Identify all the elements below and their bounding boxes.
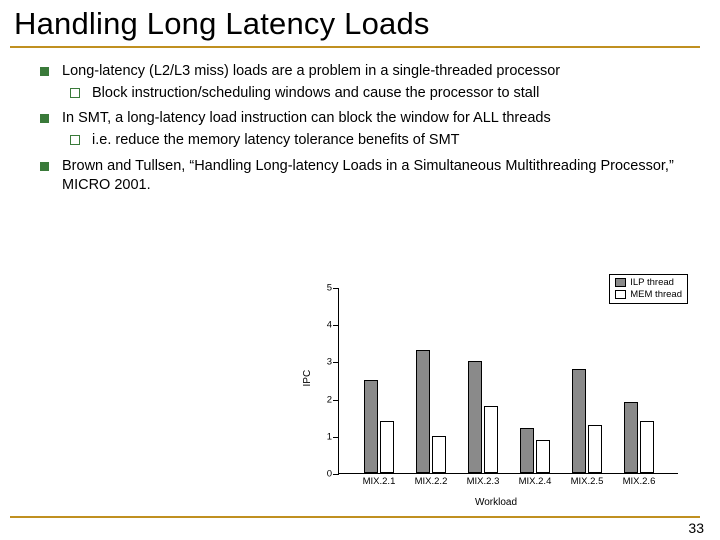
bar-group <box>416 350 446 473</box>
slide-title: Handling Long Latency Loads <box>14 6 706 42</box>
chart-plot: 012345MIX.2.1MIX.2.2MIX.2.3MIX.2.4MIX.2.… <box>338 288 678 474</box>
x-tick-label: MIX.2.6 <box>623 476 656 487</box>
legend-row-ilp: ILP thread <box>615 277 682 289</box>
slide-body: Long-latency (L2/L3 miss) loads are a pr… <box>0 48 720 195</box>
x-axis-title: Workload <box>475 497 517 508</box>
bar-group <box>520 428 550 473</box>
bar-mem <box>536 440 550 473</box>
bullet-3: Brown and Tullsen, “Handling Long-latenc… <box>40 157 694 195</box>
bar-group <box>468 361 498 473</box>
x-tick-label: MIX.2.5 <box>571 476 604 487</box>
citation-title: Handling Long-latency Loads in a Simulta… <box>194 158 665 174</box>
bar-mem <box>484 406 498 473</box>
bar-ilp <box>624 402 638 473</box>
y-tick-label: 3 <box>327 357 332 368</box>
bar-mem <box>640 421 654 473</box>
bullet-2a: i.e. reduce the memory latency tolerance… <box>62 131 694 150</box>
bar-mem <box>432 436 446 473</box>
y-tick <box>333 437 339 438</box>
y-tick-label: 5 <box>327 283 332 294</box>
x-tick-label: MIX.2.1 <box>363 476 396 487</box>
y-tick-label: 2 <box>327 394 332 405</box>
y-tick <box>333 474 339 475</box>
bar-mem <box>588 425 602 473</box>
bullet-2-text: In SMT, a long-latency load instruction … <box>62 110 551 126</box>
bar-ilp <box>572 369 586 473</box>
y-tick-label: 1 <box>327 431 332 442</box>
bullet-2a-text: i.e. reduce the memory latency tolerance… <box>92 132 460 148</box>
bar-group <box>364 380 394 473</box>
citation-pre: Brown and Tullsen, “ <box>62 158 194 174</box>
legend-swatch-mem <box>615 290 626 299</box>
legend-swatch-ilp <box>615 278 626 287</box>
y-tick <box>333 400 339 401</box>
bullet-2: In SMT, a long-latency load instruction … <box>40 109 694 150</box>
divider-bottom <box>10 516 700 518</box>
bullet-1a-text: Block instruction/scheduling windows and… <box>92 85 539 101</box>
bar-group <box>572 369 602 473</box>
bar-ilp <box>520 428 534 473</box>
y-tick-label: 0 <box>327 469 332 480</box>
y-tick-label: 4 <box>327 320 332 331</box>
y-tick <box>333 325 339 326</box>
y-axis-title: IPC <box>302 370 313 387</box>
title-wrap: Handling Long Latency Loads <box>0 0 720 42</box>
slide: Handling Long Latency Loads Long-latency… <box>0 0 720 540</box>
bullet-list: Long-latency (L2/L3 miss) loads are a pr… <box>40 62 694 195</box>
x-tick-label: MIX.2.4 <box>519 476 552 487</box>
bullet-1: Long-latency (L2/L3 miss) loads are a pr… <box>40 62 694 103</box>
x-tick-label: MIX.2.2 <box>415 476 448 487</box>
legend-label-mem: MEM thread <box>630 289 682 301</box>
bar-group <box>624 402 654 473</box>
y-tick <box>333 288 339 289</box>
y-tick <box>333 362 339 363</box>
bar-ilp <box>468 361 482 473</box>
bullet-1a: Block instruction/scheduling windows and… <box>62 84 694 103</box>
ipc-chart: ILP thread MEM thread IPC 012345MIX.2.1M… <box>298 278 694 506</box>
bar-ilp <box>416 350 430 473</box>
legend-label-ilp: ILP thread <box>630 277 674 289</box>
citation: Brown and Tullsen, “Handling Long-latenc… <box>62 158 674 193</box>
bullet-1-text: Long-latency (L2/L3 miss) loads are a pr… <box>62 63 560 79</box>
legend-row-mem: MEM thread <box>615 289 682 301</box>
bar-ilp <box>364 380 378 473</box>
bar-mem <box>380 421 394 473</box>
chart-legend: ILP thread MEM thread <box>609 274 688 304</box>
x-tick-label: MIX.2.3 <box>467 476 500 487</box>
page-number: 33 <box>688 520 704 536</box>
